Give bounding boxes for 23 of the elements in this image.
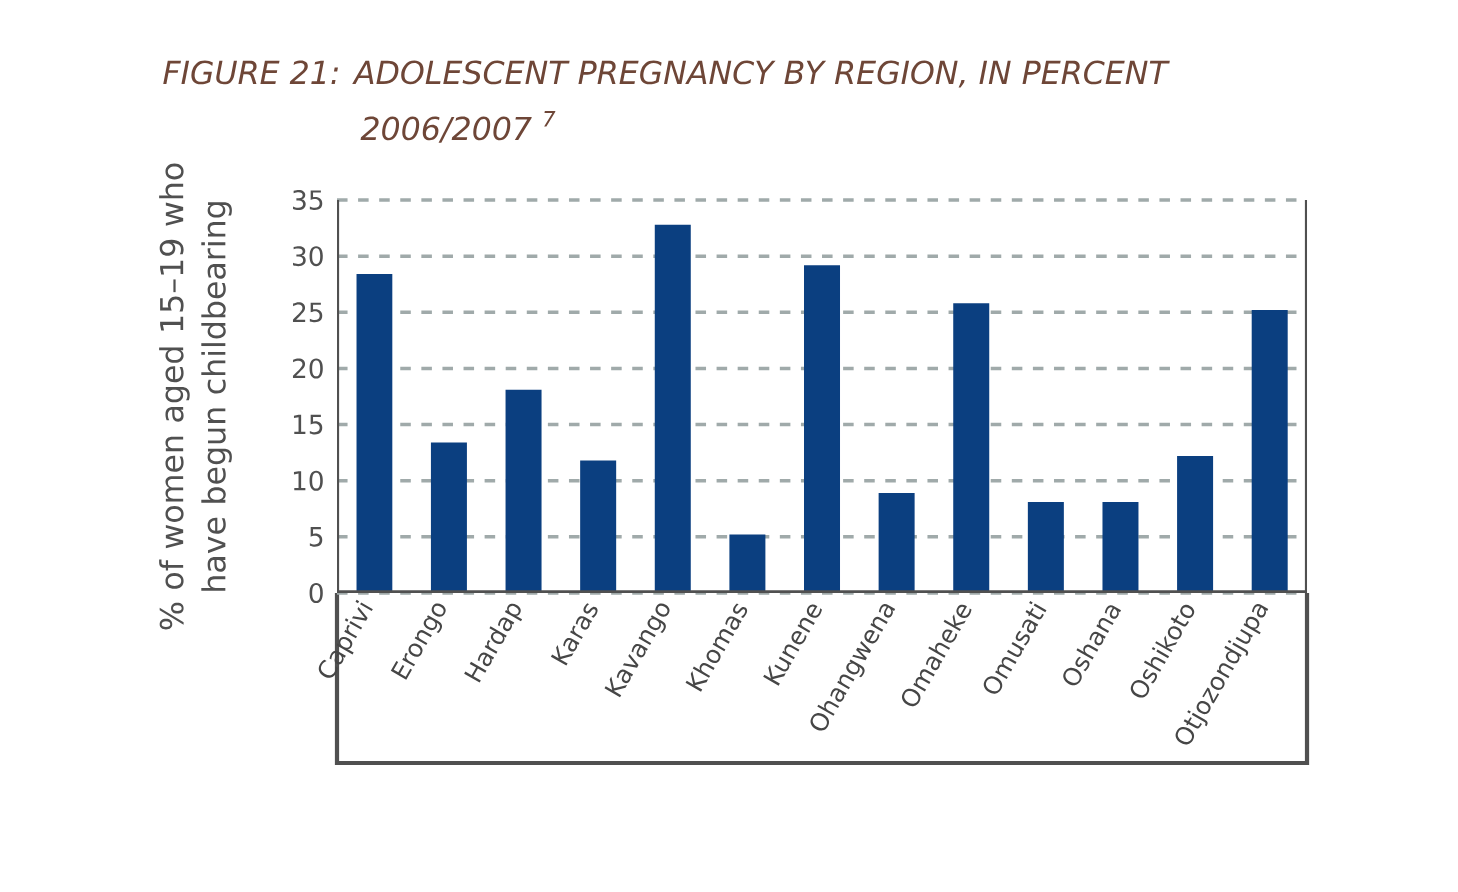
y-tick-label: 5 (309, 527, 323, 547)
bar (505, 389, 542, 593)
bar (1027, 502, 1064, 593)
bar (356, 274, 393, 593)
bar (1251, 310, 1288, 593)
y-tick-label: 10 (293, 470, 323, 491)
bar (1177, 456, 1214, 593)
bar (804, 265, 841, 593)
y-tick-label: 20 (292, 358, 323, 379)
chart-title: FIGURE 21: ADOLESCENT PREGNANCY BY REGION, IN PERCENT (163, 60, 1170, 88)
y-tick-label: 15 (293, 414, 323, 435)
y-tick-label: 25 (292, 302, 323, 323)
bar (430, 442, 467, 593)
bar (1102, 502, 1139, 593)
bar (654, 224, 691, 593)
y-tick-label: 30 (293, 246, 323, 267)
bar (729, 534, 766, 593)
chart-subtitle: 2006/2007 $^{7}$ (360, 111, 556, 143)
bar (580, 460, 617, 593)
y-tick-label: 35 (293, 190, 323, 210)
bar (953, 303, 990, 593)
bar (878, 493, 915, 593)
y-axis-title: % of women aged 15–19 who have begun childbearing (159, 163, 232, 630)
